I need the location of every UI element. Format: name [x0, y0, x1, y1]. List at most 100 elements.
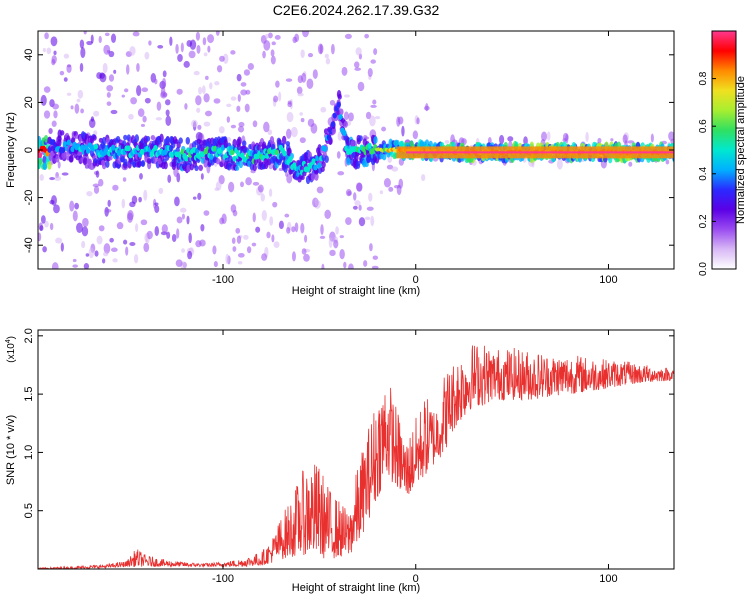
spectrogram-cell: [66, 92, 72, 96]
spectrogram-cell: [92, 183, 100, 188]
spectrogram-cell: [310, 173, 316, 181]
spectrogram-cell: [209, 82, 213, 90]
spectrogram-cell: [230, 204, 237, 213]
spectrogram-cell: [193, 70, 200, 76]
spectrogram-cell: [61, 172, 69, 176]
spectrogram-cell: [72, 258, 77, 263]
spectrogram-cell: [263, 162, 269, 170]
spectrogram-cell: [101, 160, 107, 170]
spectrogram-cell: [335, 226, 339, 235]
spectrogram-cell: [83, 263, 90, 269]
spectrogram-cell: [142, 115, 147, 123]
spectrogram-cell: [236, 73, 242, 82]
spectrogram-cell: [354, 200, 361, 206]
spectrogram-cell: [74, 202, 80, 210]
spectrogram-cell: [79, 62, 84, 73]
spectrogram-cell: [203, 93, 210, 103]
spectrogram-cell: [161, 78, 167, 89]
spectrogram-cell: [297, 92, 304, 97]
spectrogram-cell: [444, 140, 450, 144]
spectrogram-cell: [216, 65, 223, 73]
spectrogram-cell: [232, 138, 237, 148]
snr-frame: [37, 329, 675, 570]
spectrogram-cell: [507, 136, 514, 142]
spectrogram-cell: [187, 250, 193, 260]
spectrogram-cell: [373, 136, 378, 144]
spectrogram-cell: [106, 84, 114, 92]
spectrogram-cell: [237, 126, 245, 133]
spectrogram-cell: [252, 163, 257, 172]
spectrogram-cell: [169, 36, 173, 46]
spectrogram-cell: [49, 199, 55, 205]
spectrogram-cell: [90, 116, 95, 122]
spectrogram-cell: [86, 190, 93, 197]
spectrogram-cell: [192, 196, 197, 200]
spectrogram-cell: [556, 158, 563, 170]
spectrogram-cell: [326, 134, 332, 141]
spectrogram-cell: [104, 208, 112, 213]
spectrogram-cell: [185, 137, 190, 145]
spectrogram-cell: [348, 263, 354, 269]
spectrogram-cell: [82, 157, 88, 166]
spectrogram-cell: [186, 164, 191, 173]
spectrogram-cell: [368, 192, 373, 202]
spectrogram-cell: [291, 226, 296, 233]
spectrogram-cell: [343, 94, 351, 98]
spectrogram-cell: [391, 166, 399, 172]
spectrogram-cell: [175, 259, 183, 267]
spectrogram-cell: [319, 235, 326, 239]
spectrogram-cell: [296, 86, 303, 95]
spectrogram-cell: [267, 32, 273, 39]
spectrogram-cell: [261, 210, 267, 221]
spectrogram-cell: [129, 46, 136, 56]
spectrogram-cell: [102, 62, 108, 74]
spectrogram-cell: [215, 31, 220, 36]
spectrogram-x-tick-label: 0: [413, 274, 419, 286]
spectrogram-cell: [546, 131, 551, 141]
spectrogram-cell: [166, 231, 171, 239]
spectrogram-cell: [123, 134, 128, 141]
spectrogram-cell: [339, 108, 344, 116]
spectrogram-x-label: Height of straight line (km): [292, 285, 420, 297]
spectrogram-cell: [163, 161, 168, 170]
spectrogram-cell: [369, 243, 373, 252]
spectrogram-cell: [203, 121, 211, 127]
spectrogram-cell: [141, 87, 149, 93]
spectrogram-cell: [300, 222, 305, 234]
spectrogram-cell: [60, 242, 64, 252]
spectrogram-cell: [154, 78, 158, 85]
spectrogram-cell: [372, 99, 377, 105]
spectrogram-cell: [106, 91, 111, 98]
spectrogram-cell: [43, 86, 51, 93]
spectrogram-cell: [244, 103, 250, 113]
spectrogram-cell: [215, 158, 221, 165]
spectrogram-cell: [350, 139, 355, 148]
spectrogram-cell: [175, 43, 179, 54]
spectrogram-cell: [304, 234, 308, 243]
spectrogram-cell: [273, 241, 280, 249]
spectrogram-cell: [85, 253, 90, 257]
spectrogram-cell: [123, 158, 128, 166]
spectrogram-cell: [330, 121, 336, 128]
spectrogram-cell: [38, 152, 43, 159]
spectrogram-cell: [324, 155, 329, 163]
spectrogram-cell: [213, 98, 221, 104]
spectrogram-cell: [154, 225, 160, 237]
spectrogram-cell: [352, 205, 358, 210]
spectrogram-cell: [285, 140, 291, 147]
spectrogram-cell: [53, 204, 60, 214]
spectrogram-cell: [204, 110, 212, 117]
spectrogram-cell: [257, 184, 264, 193]
spectrogram-cell: [372, 255, 379, 260]
spectrogram-y-label: Frequency (Hz): [5, 112, 17, 188]
spectrogram-cell: [85, 147, 91, 154]
spectrogram-cell: [348, 112, 354, 122]
spectrogram-cell: [59, 70, 65, 76]
spectrogram-cell: [80, 108, 84, 114]
spectrogram-cell: [112, 258, 118, 263]
spectrogram-cell: [343, 120, 348, 128]
spectrogram-cell: [101, 258, 106, 264]
spectrogram-cell: [321, 263, 325, 269]
spectrogram-cell: [103, 44, 111, 55]
spectrogram-cell: [93, 143, 99, 150]
